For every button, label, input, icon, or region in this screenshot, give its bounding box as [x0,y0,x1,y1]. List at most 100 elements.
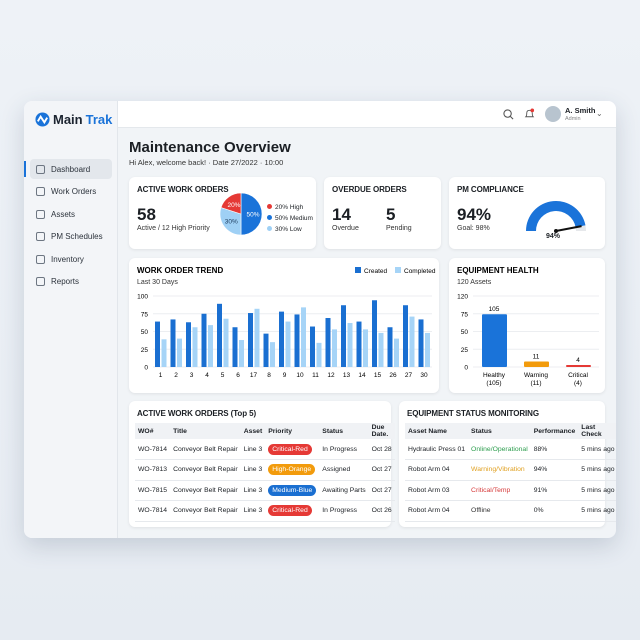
work-order-trend-chart: WORK ORDER TREND Last 30 Days Created Compl… [137,266,436,379]
bar-created [248,313,253,367]
table-cell: 88% [530,439,579,460]
table-cell: Robot Arm 04 [405,459,469,481]
x-tick-label: 30 [420,372,428,379]
table-row[interactable]: Robot Arm 04 Warning/Vibration 94% 5 mins a… [405,459,616,481]
bar-completed [332,329,337,367]
bar-completed [285,321,291,367]
cell-text: Conveyor Belt Repair [173,507,238,515]
table-row[interactable]: Robot Arm 04 Offline 0% 5 mins ago [405,500,616,522]
cell-text: Robot Arm 04 [408,507,450,515]
bar-created [294,314,300,367]
column-header: Performance [530,423,579,439]
sidebar-item-reports[interactable]: Reports [30,272,112,292]
sidebar-item-work-orders[interactable]: Work Orders [30,182,112,202]
table-row[interactable]: WO-7814 Conveyor Belt Repair Line 3 Critica… [135,500,395,522]
cell-text: Conveyor Belt Repair [173,486,238,494]
logo-text-a: Main [53,112,83,127]
bar-healthy [482,314,507,367]
bell-icon[interactable] [524,108,535,120]
x-tick-count: (11) [530,380,541,387]
bar-value-label: 11 [533,353,540,360]
main-content: Maintenance Overview Hi Alex, welcome ba… [118,128,616,538]
bar-completed [347,322,353,367]
legend-dot [267,226,272,231]
gauge-hub [554,229,558,233]
y-tick-label: 0 [464,365,468,372]
cell-text: Line 3 [243,486,263,494]
table-cell: Critical-Red [265,500,320,522]
legend-item: 30% Low [267,224,313,235]
sidebar-item-dashboard[interactable]: Dashboard [30,159,112,179]
trend-card: WORK ORDER TREND Last 30 Days Created Compl… [129,258,439,393]
cell-text: Critical/Temp [471,486,511,494]
cell-text: 88% [533,445,548,453]
sidebar-item-pm-schedules[interactable]: PM Schedules [30,227,112,247]
table-row[interactable]: WO-7813 Conveyor Belt Repair Line 3 High-Or… [135,459,395,481]
x-tick-label: 9 [283,372,287,379]
bar-value-label: 105 [489,306,500,313]
x-tick-label: Healthy [483,372,506,379]
chevron-down-icon[interactable]: ⌄ [596,109,603,118]
boxes-icon [36,254,45,264]
x-tick-label: 13 [343,372,351,379]
x-tick-label: 17 [250,372,258,379]
sidebar-item-label: Inventory [51,254,84,264]
table-cell: Conveyor Belt Repair [170,480,241,501]
sidebar-item-assets[interactable]: Assets [30,204,112,224]
table-cell: Conveyor Belt Repair [170,459,241,481]
table-cell: Awaiting Parts [319,480,369,501]
active-orders-card: ACTIVE WORK ORDERS 58 Active / 12 High P… [129,177,316,249]
cell-text: Assigned [322,466,351,474]
sidebar-item-label: PM Schedules [51,232,103,241]
priority-badge: High-Orange [268,464,316,476]
table-cell: 5 mins ago [578,500,616,522]
x-tick-label: Warning [524,372,548,379]
y-tick-label: 120 [457,294,468,301]
table-cell: Oct 28 [368,439,395,460]
equipment-status-card: EQUIPMENT STATUS MONITORING Asset Name St… [399,401,616,527]
bar-completed [254,308,260,367]
cell-text: Line 3 [243,507,263,515]
overdue-count: 14 [332,205,351,224]
equipment-health-chart: EQUIPMENT HEALTH 120 Assets 0 25 50 75 120 105 H… [457,266,599,387]
overdue-card: OVERDUE ORDERS 14 Overdue 5 Pending [324,177,441,249]
avatar[interactable] [545,106,561,122]
column-header: WO# [135,423,171,439]
x-tick-label: 5 [221,372,225,379]
search-icon[interactable] [503,109,514,120]
table-cell: Conveyor Belt Repair [170,500,241,522]
y-tick-label: 75 [461,311,469,318]
column-header: Last Check [578,423,616,439]
pm-goal: Goal: 98% [457,225,490,232]
y-tick-label: 50 [141,329,149,336]
table-cell: Oct 26 [368,500,395,522]
table-cell: Online/Operational [468,439,531,460]
x-tick-label: 6 [236,372,240,379]
x-tick-label: 8 [267,372,271,379]
sidebar-item-inventory[interactable]: Inventory [30,249,112,269]
bar-created [155,321,160,367]
active-count: 58 [137,205,156,224]
cell-text: 5 mins ago [581,486,615,494]
table-row[interactable]: WO-7814 Conveyor Belt Repair Line 3 Critica… [135,439,395,460]
page-subtitle: Hi Alex, welcome back! · Date 27/2022 · … [129,158,284,167]
pie-legend: 20% High 50% Medium 30% Low [267,202,313,235]
table-row[interactable]: Robot Arm 03 Critical/Temp 91% 5 mins ago [405,480,616,501]
bar-completed [223,318,229,367]
cell-text: WO-7814 [138,507,168,515]
x-tick-label: 4 [205,372,209,379]
legend-swatch [395,267,401,273]
cell-text: WO-7814 [138,445,168,453]
bar-created [263,333,269,367]
legend-label: Created [364,268,388,275]
table-row[interactable]: WO-7815 Conveyor Belt Repair Line 3 Medium-… [135,480,395,501]
gauge-fill [526,200,586,231]
bar-completed [177,338,182,367]
y-tick-label: 25 [461,347,469,354]
user-name: A. Smith [565,106,596,115]
x-tick-count: (105) [486,380,501,387]
table-cell: In Progress [319,439,369,460]
table-row[interactable]: Hydraulic Press 01 Online/Operational 88% 5… [405,439,616,460]
x-tick-label: 11 [312,372,319,379]
table-cell: WO-7815 [135,480,171,501]
